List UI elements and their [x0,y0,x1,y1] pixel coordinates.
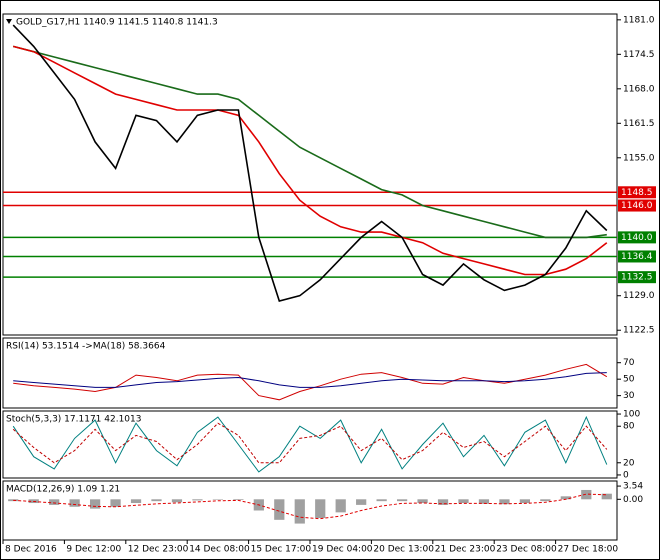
histogram-bar [560,496,571,500]
x-tick-label: 12 Dec 23:00 [128,545,189,555]
y-tick-label: 80 [623,422,635,432]
x-tick-label: 20 Dec 13:00 [373,545,434,555]
y-tick-label: 1174.5 [623,50,655,60]
panel-border [2,13,618,336]
series-line [12,415,608,473]
histogram-bar [540,499,551,502]
histogram-bar [151,499,162,502]
histogram-bar [192,499,203,501]
x-tick-label: 9 Dec 12:00 [66,545,121,555]
y-tick-label: 100 [623,410,640,420]
histogram-bar [274,499,285,520]
level-label: 1146.0 [621,201,653,211]
histogram-bar [233,499,244,501]
histogram-bar [376,499,387,502]
level-label: 1132.5 [621,273,653,283]
histogram-bar [396,499,408,502]
level-label-box [618,186,656,199]
y-tick-label: 0 [623,470,629,480]
histogram-bar [437,499,449,505]
title-icon [6,19,12,24]
x-tick-label: 27 Dec 18:00 [558,545,619,555]
level-label: 1140.0 [621,233,653,243]
series-line [12,24,608,302]
x-tick-label: 14 Dec 08:00 [189,545,250,555]
y-tick-label: 70 [623,358,635,368]
series-line [12,45,607,239]
level-label: 1136.4 [621,252,653,262]
level-label-box [618,231,656,244]
level-label-box [618,271,656,284]
panel-border [2,337,618,409]
histogram-bar [69,499,80,507]
histogram-bar [110,499,121,507]
histogram-bar [417,499,428,504]
level-label: 1148.5 [621,188,653,198]
histogram-bar [499,499,510,505]
series-line [12,422,608,464]
panel-title: MACD(12,26,9) 1.09 1.21 [6,485,120,495]
panel-border [2,480,618,541]
histogram-bar [519,499,531,504]
panel-border [2,410,618,479]
level-label-box [618,199,656,212]
histogram-bar [49,499,60,505]
panel-title: Stoch(5,3,3) 17.1171 42.1013 [6,415,141,425]
histogram-bar [89,499,101,509]
y-tick-label: 1155.0 [623,153,655,163]
x-tick-label: 21 Dec 23:00 [435,545,496,555]
histogram-bar [130,499,142,504]
series-line [12,45,608,276]
histogram-bar [171,499,183,503]
y-tick-label: 1129.0 [623,291,655,301]
y-tick-label: 0.00 [623,495,643,505]
y-tick-label: 1181.0 [623,15,655,25]
y-tick-label: 1168.0 [623,84,655,94]
y-tick-label: 3.54 [623,482,643,492]
x-tick-label: 19 Dec 04:00 [312,545,373,555]
panel-title: GOLD_G17,H1 1140.9 1141.5 1140.8 1141.3 [16,18,218,28]
histogram-bar [478,499,490,504]
y-tick-label: 1161.5 [623,119,655,129]
y-tick-label: 1122.5 [623,326,655,336]
histogram-bar [294,499,305,524]
panel-title: RSI(14) 53.1514 ->MA(18) 58.3664 [6,342,166,352]
level-label-box [618,250,656,263]
histogram-bar [356,499,367,505]
histogram-bar [335,499,346,513]
y-tick-label: 20 [623,458,635,468]
x-tick-label: 23 Dec 08:00 [496,545,557,555]
series-line [13,363,608,401]
y-tick-label: 50 [623,375,635,385]
y-tick-label: 30 [623,391,635,401]
histogram-bar [601,493,612,500]
x-tick-label: 15 Dec 17:00 [251,545,312,555]
histogram-bar [458,499,469,504]
histogram-bar [581,489,592,500]
series-line [13,372,607,388]
histogram-bar [212,499,224,500]
histogram-bar [315,499,326,518]
x-tick-label: 8 Dec 2016 [5,545,57,555]
